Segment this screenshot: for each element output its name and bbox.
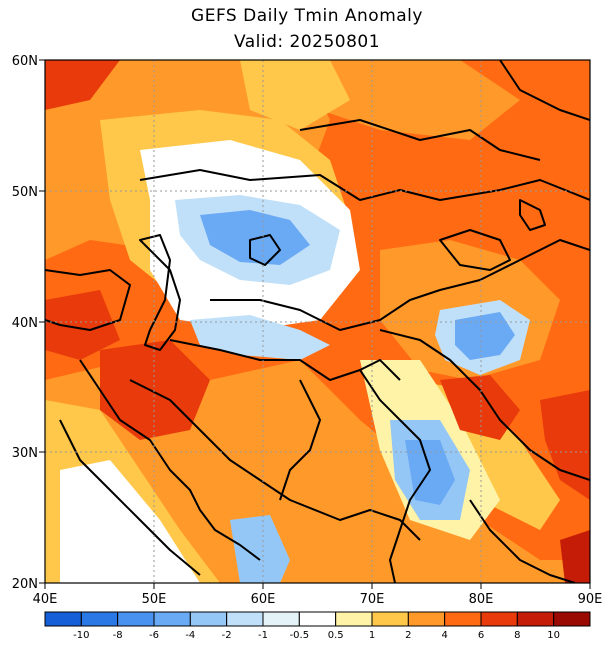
border-himalaya <box>379 329 590 481</box>
border-afghan <box>279 379 321 501</box>
colorbar-swatch <box>189 611 228 627</box>
colorbar-swatch <box>480 611 518 627</box>
axis-ticks <box>39 59 591 589</box>
field-blue-oman <box>230 515 290 583</box>
colorbar-label: 1 <box>369 630 375 641</box>
border-arabia <box>59 419 201 576</box>
field-darkred-himalaya <box>440 375 520 440</box>
coast-caspian <box>139 234 181 351</box>
colorbar-label: 0.5 <box>328 630 344 641</box>
colorbar-label: -1 <box>258 630 268 641</box>
colorbar-label: 4 <box>441 630 447 641</box>
border-black-sea <box>45 269 131 331</box>
lat-label-30: 30N <box>12 446 38 461</box>
colorbar-swatch <box>153 611 191 627</box>
gridlines <box>45 60 590 583</box>
colorbar-swatch <box>444 611 482 627</box>
colorbar-label: -10 <box>73 630 89 641</box>
colorbar-label: 6 <box>478 630 484 641</box>
field-red-southeast <box>560 530 590 583</box>
lon-label-50: 50E <box>142 592 167 607</box>
colorbar: -10 -8 -6 -4 -2 -1 -0.5 0.5 1 2 4 6 8 10 <box>44 611 591 641</box>
coast-bengal <box>469 499 576 583</box>
lat-label-20: 20N <box>12 577 38 592</box>
border-iran-turkmen <box>169 339 401 381</box>
lon-label-60: 60E <box>251 592 276 607</box>
colorbar-swatch <box>44 611 82 627</box>
field-lightblue-turkmen <box>190 315 330 360</box>
coast-gulf <box>79 359 261 561</box>
coast-balkhash <box>439 229 511 271</box>
colorbar-swatch <box>298 611 337 627</box>
field-darkred-east <box>540 390 590 500</box>
map-title: GEFS Daily Tmin Anomaly <box>191 6 423 26</box>
colorbar-swatch <box>407 611 446 627</box>
field-blue-kazakh <box>200 210 310 265</box>
border-russia-kazakh <box>139 169 590 201</box>
colorbar-label: -6 <box>149 630 159 641</box>
colorbar-swatch <box>117 611 155 627</box>
coast-aral <box>249 234 281 266</box>
lon-label-70: 70E <box>360 592 385 607</box>
lon-label-80: 80E <box>469 592 494 607</box>
coast-lake-east <box>519 199 546 231</box>
lat-label-60: 60N <box>12 54 38 69</box>
colorbar-label: -8 <box>113 630 123 641</box>
colorbar-swatch <box>335 611 373 627</box>
colorbar-swatch <box>262 611 300 627</box>
colorbar-swatch <box>516 611 555 627</box>
border-pakistan <box>359 369 431 583</box>
colorbar-label: 10 <box>547 630 560 641</box>
colorbar-swatch <box>553 611 591 627</box>
field-darkred-turkey <box>45 290 120 360</box>
anomaly-field <box>45 60 590 583</box>
colorbar-label: 8 <box>514 630 520 641</box>
field-blue-tibet <box>455 312 515 360</box>
field-yellow-top <box>240 60 350 130</box>
field-neutral-arabia <box>60 460 200 583</box>
border-central <box>210 239 590 331</box>
colorbar-label: -4 <box>185 630 195 641</box>
lat-label-50: 50N <box>12 185 38 200</box>
field-darkred-northwest <box>45 60 120 110</box>
colorbar-swatch <box>226 611 264 627</box>
country-borders <box>45 60 590 583</box>
colorbar-label: -2 <box>222 630 232 641</box>
map-subtitle: Valid: 20250801 <box>233 32 381 52</box>
colorbar-swatch <box>80 611 119 627</box>
border-iran-south <box>129 379 421 541</box>
border-northeast <box>499 60 590 121</box>
colorbar-swatch <box>371 611 409 627</box>
colorbar-label: -0.5 <box>290 630 310 641</box>
colorbar-label: 2 <box>405 630 411 641</box>
border-north <box>299 119 541 161</box>
lat-label-40: 40N <box>12 316 38 331</box>
lon-label-90: 90E <box>578 592 603 607</box>
field-darkred-iran <box>100 340 210 440</box>
lon-label-40: 40E <box>33 592 58 607</box>
